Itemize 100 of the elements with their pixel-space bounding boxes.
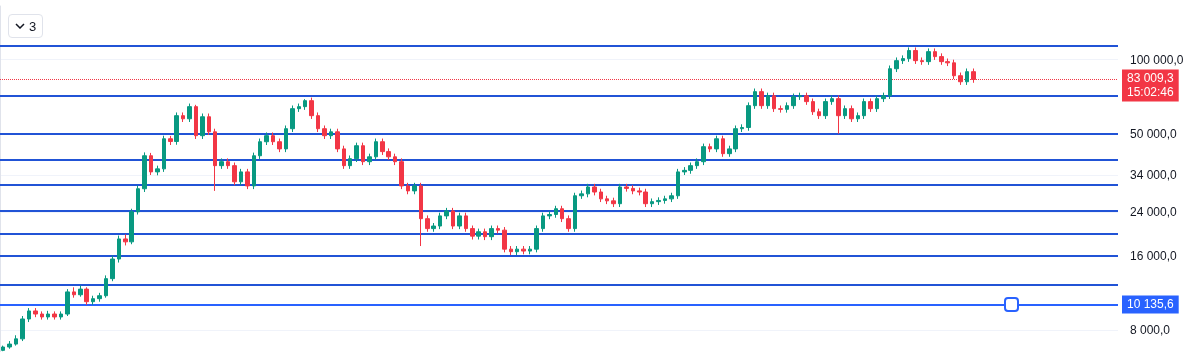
candlestick: [708, 143, 712, 153]
candlestick: [316, 111, 320, 133]
candlestick: [753, 88, 757, 110]
candlestick: [541, 212, 545, 233]
candlestick: [207, 113, 211, 136]
candlestick: [174, 111, 179, 146]
candlestick: [862, 98, 866, 120]
candlestick: [464, 212, 468, 233]
candlestick: [631, 184, 635, 195]
y-tick-label: 16 000,0: [1130, 248, 1178, 263]
candlestick: [393, 153, 397, 166]
candlestick: [920, 56, 924, 66]
candlestick: [650, 197, 654, 208]
candlestick: [836, 94, 841, 135]
candlestick: [470, 225, 475, 241]
candlestick: [759, 88, 764, 110]
candlestick: [297, 103, 301, 113]
candlestick: [200, 113, 205, 140]
candlestick: [354, 142, 359, 163]
ref-line-label: 10 135,6: [1127, 297, 1175, 312]
candlestick: [798, 92, 802, 101]
candlestick: [579, 190, 584, 200]
candlestick: [894, 56, 899, 73]
candlestick: [142, 151, 147, 193]
candlestick: [823, 98, 828, 120]
candlestick: [714, 135, 719, 153]
candlestick: [451, 207, 455, 230]
candlestick: [399, 157, 404, 190]
candlestick: [104, 274, 108, 299]
y-tick-label: 8 000,0: [1130, 322, 1171, 337]
candlestick: [785, 101, 789, 114]
candlestick: [746, 101, 751, 132]
candlestick: [901, 54, 905, 65]
candlestick: [46, 310, 50, 321]
candlestick: [431, 222, 436, 233]
candlestick: [560, 205, 564, 223]
candlestick: [419, 182, 423, 247]
candlestick: [110, 255, 115, 282]
candlestick: [624, 183, 629, 193]
candlestick: [618, 183, 622, 208]
candlestick: [367, 153, 372, 166]
candlestick: [611, 197, 616, 208]
candlestick: [258, 138, 262, 160]
candlestick: [361, 142, 365, 166]
candlestick: [187, 103, 192, 123]
candlestick: [856, 111, 860, 123]
candlestick: [656, 196, 661, 206]
candlestick: [14, 334, 18, 347]
candlestick: [669, 192, 674, 203]
candlestick: [52, 310, 57, 321]
candlestick: [566, 214, 571, 233]
candlestick: [875, 94, 879, 113]
candlestick: [245, 168, 250, 190]
candlestick: [502, 226, 507, 253]
candlestick: [521, 245, 526, 255]
candlestick: [412, 182, 417, 195]
candlestick: [117, 235, 121, 264]
candlestick: [676, 168, 680, 200]
candlestick: [605, 195, 609, 205]
candlestick: [528, 245, 532, 255]
candlestick: [213, 128, 217, 192]
candlestick: [444, 207, 449, 220]
candlestick: [97, 292, 102, 303]
candlestick: [547, 210, 552, 220]
candlestick: [335, 128, 340, 153]
candlestick: [264, 131, 269, 146]
y-tick-label: 50 000,0: [1130, 126, 1178, 141]
candlestick: [695, 157, 699, 170]
candlestick: [252, 152, 256, 190]
ref-line-label: 83 009,3: [1127, 71, 1175, 86]
candlestick: [592, 183, 597, 196]
candlestick: [791, 93, 796, 110]
candlestick: [149, 152, 153, 176]
candlestick: [554, 205, 558, 219]
candlestick: [881, 92, 886, 103]
candlestick: [232, 162, 237, 186]
candlestick: [155, 165, 160, 176]
candlestick: [129, 208, 134, 245]
candlestick: [27, 307, 31, 323]
candlestick: [65, 288, 70, 317]
candlestick: [303, 98, 307, 111]
candlestick: [290, 105, 295, 133]
candlestick: [701, 143, 706, 166]
candlestick: [271, 131, 275, 146]
candlestick: [509, 245, 513, 256]
candlestick: [309, 97, 314, 120]
candlestick: [7, 340, 12, 350]
candlestick: [226, 157, 230, 170]
candlestick: [284, 125, 288, 153]
y-tick-label: 24 000,0: [1130, 205, 1178, 220]
candlestick: [721, 135, 725, 158]
text: 15:02:46: [1127, 85, 1175, 100]
candlestick: [483, 228, 487, 241]
candlestick: [573, 192, 577, 233]
candlestick: [663, 195, 667, 205]
candlestick: [599, 188, 603, 203]
candlestick: [20, 315, 25, 342]
candlestick: [162, 135, 166, 173]
candlestick: [817, 108, 821, 120]
candlestick: [772, 92, 776, 113]
